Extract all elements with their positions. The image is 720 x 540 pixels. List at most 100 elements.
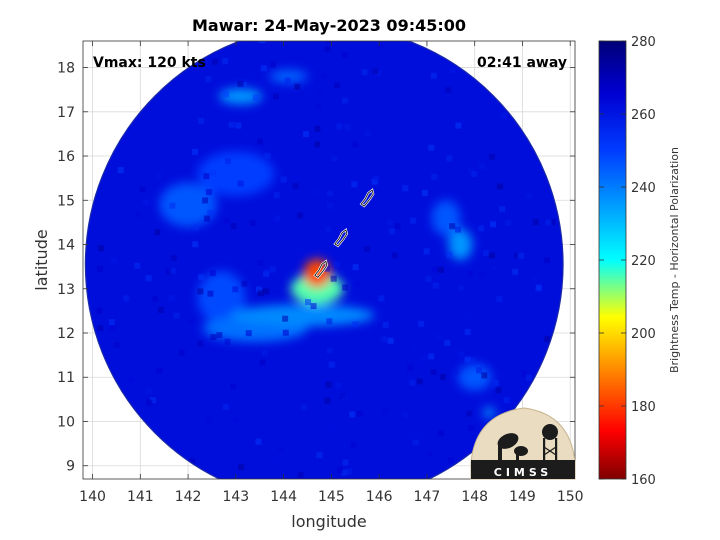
- swath-pixel: [263, 288, 270, 295]
- y-tick-label: 14: [57, 238, 75, 254]
- swath-pixel: [394, 223, 401, 230]
- y-axis-ticks: 9 10 11 12 13 14 15 16 17 18: [57, 61, 575, 475]
- swath-pixel: [364, 130, 371, 137]
- swath-pixel: [500, 112, 507, 119]
- swath-pixel: [531, 275, 538, 282]
- swath-pixel: [169, 202, 176, 209]
- swath-pixel: [496, 183, 503, 190]
- swath-pixel: [378, 295, 385, 302]
- swath-pixel: [342, 284, 349, 291]
- x-tick-label: 140: [79, 489, 106, 505]
- swath-edge: [84, 41, 564, 479]
- swath-pixel: [438, 266, 445, 273]
- swath-pixel: [428, 353, 435, 360]
- swath-pixel: [544, 336, 551, 343]
- swath-pixel: [297, 212, 304, 219]
- swath-pixel: [436, 333, 443, 340]
- y-tick-label: 11: [57, 370, 75, 386]
- y-tick-label: 17: [57, 105, 75, 121]
- swath-pixel: [430, 369, 437, 376]
- swath-pixel: [409, 379, 416, 386]
- swath-pixel: [352, 264, 359, 271]
- swath-pixel: [230, 222, 237, 229]
- swath-pixel: [517, 252, 524, 259]
- colorbar-tick-label: 180: [631, 400, 656, 415]
- swath-pixel: [467, 270, 474, 277]
- swath-pixel: [165, 267, 172, 274]
- y-tick-label: 10: [57, 414, 75, 430]
- swath-pixel: [232, 286, 239, 293]
- swath-pixel: [255, 438, 262, 445]
- x-axis-label: longitude: [291, 512, 366, 531]
- swath-pixel: [430, 72, 437, 79]
- swath-pixel: [342, 52, 349, 59]
- swath-pixel: [483, 250, 490, 257]
- swath-pixel: [428, 144, 435, 151]
- swath-pixel: [471, 171, 478, 178]
- swath-pixel: [222, 58, 229, 65]
- convective-cell: [197, 271, 246, 325]
- x-tick-label: 149: [509, 489, 536, 505]
- swath-pixel: [197, 340, 204, 347]
- swath-pixel: [352, 141, 359, 148]
- convective-cell: [457, 363, 492, 391]
- swath-pixel: [152, 295, 159, 302]
- swath-pixel: [282, 315, 289, 322]
- swath-pixel: [223, 217, 230, 224]
- swath-pixel: [333, 261, 340, 268]
- swath-pixel: [437, 306, 444, 313]
- convective-cell: [448, 229, 473, 260]
- swath-pixel: [417, 363, 424, 370]
- swath-pixel: [284, 77, 291, 84]
- logo-text: CIMSS: [494, 466, 552, 479]
- x-tick-label: 142: [175, 489, 202, 505]
- swath-pixel: [331, 155, 338, 162]
- swath-pixel: [324, 46, 331, 53]
- swath-pixel: [97, 245, 104, 252]
- swath-texture: [96, 35, 564, 478]
- swath-pixel: [207, 290, 214, 297]
- swath-pixel: [216, 332, 223, 339]
- swath-pixel: [310, 303, 317, 310]
- swath-pixel: [323, 265, 330, 272]
- swath-pixel: [330, 35, 336, 41]
- swath-pixel: [197, 288, 204, 295]
- swath-pixel: [535, 284, 542, 291]
- water-tower-icon: [542, 424, 558, 461]
- swath-pixel: [191, 148, 198, 155]
- swath-pixel: [198, 274, 205, 281]
- swath-pixel: [377, 42, 384, 49]
- swath-pixel: [241, 280, 248, 287]
- swath-pixel: [449, 67, 456, 74]
- swath-pixel: [261, 349, 268, 356]
- swath-pixel: [205, 417, 212, 424]
- swath-pixel: [203, 173, 210, 180]
- swath-pixel: [512, 268, 519, 275]
- x-tick-label: 148: [461, 489, 488, 505]
- swath-pixel: [150, 397, 157, 404]
- swath-pixel: [156, 367, 163, 374]
- swath-pixel: [426, 451, 433, 458]
- swath-pixel: [257, 290, 264, 297]
- swath-pixel: [314, 125, 321, 132]
- y-tick-label: 13: [57, 282, 75, 298]
- swath-pixel: [282, 329, 289, 336]
- swath-pixel: [209, 270, 216, 277]
- convective-cell: [269, 69, 308, 84]
- x-tick-label: 143: [222, 489, 249, 505]
- satellite-dish-icon: [497, 433, 528, 461]
- x-tick-label: 141: [127, 489, 154, 505]
- swath-pixel: [356, 410, 363, 417]
- swath-pixel: [326, 347, 333, 354]
- swath-pixel: [326, 202, 333, 209]
- swath-pixel: [560, 269, 564, 276]
- swath-pixel: [407, 313, 414, 320]
- swath-pixel: [431, 173, 438, 180]
- swath-pixel: [387, 337, 394, 344]
- convective-cell: [483, 407, 495, 418]
- swath-pixel: [324, 356, 331, 363]
- swath-pixel: [156, 173, 163, 180]
- swath-pixel: [212, 58, 219, 65]
- y-tick-label: 9: [66, 459, 75, 475]
- swath-pixel: [389, 228, 396, 235]
